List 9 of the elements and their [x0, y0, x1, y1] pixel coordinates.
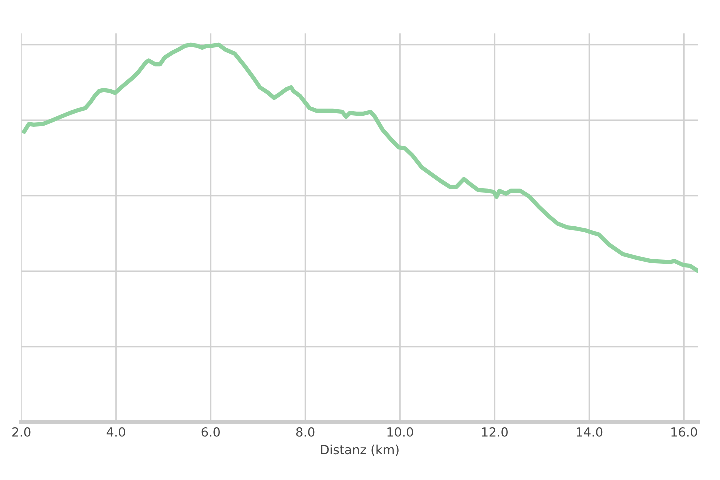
x-tick-label: 12.0: [482, 427, 508, 437]
x-tick-label: 10.0: [388, 427, 414, 437]
x-tick-label: 16.0: [672, 427, 698, 437]
x-tick-label: 8.0: [296, 427, 315, 437]
x-tick-label: 4.0: [106, 427, 126, 437]
x-tick-label: 6.0: [202, 427, 220, 437]
x-axis-title: Distanz (km): [321, 444, 399, 456]
x-tick-label: 14.0: [577, 427, 603, 437]
x-tick-label: 2.0: [12, 427, 31, 437]
